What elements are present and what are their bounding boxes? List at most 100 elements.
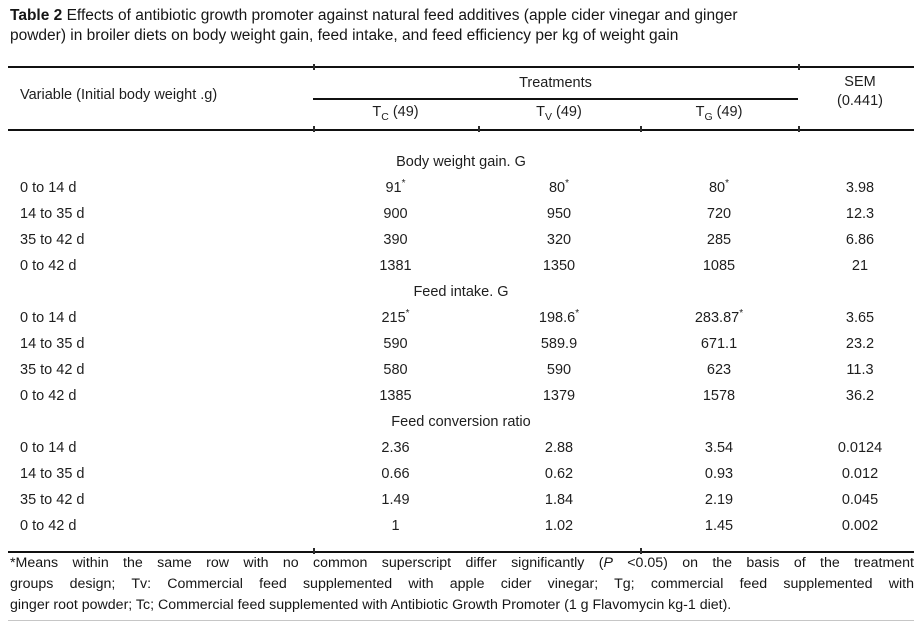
cell-tg: 671.1 <box>640 331 798 357</box>
cell-value: 3.98 <box>845 180 875 196</box>
cell-value: 900 <box>383 206 408 222</box>
cell-value: 0.62 <box>544 466 574 482</box>
cell-sem: 3.98 <box>798 175 922 201</box>
cell-value: 1 <box>391 518 400 534</box>
row-label: 0 to 14 d <box>20 440 77 456</box>
cell-value: 0.045 <box>841 492 879 508</box>
cell-sem: 21 <box>798 253 922 279</box>
significance-superscript: * <box>405 308 410 320</box>
cell-value: 3.54 <box>704 440 734 456</box>
cell-tg: 285 <box>640 227 798 253</box>
treatments-underline-rule <box>313 98 798 100</box>
cell-value: 0.012 <box>841 466 879 482</box>
grid-tick <box>478 126 480 132</box>
tc-base: T <box>372 104 382 120</box>
row-label: 35 to 42 d <box>20 492 85 508</box>
cell-tg: 1085 <box>640 253 798 279</box>
table-row: 0 to 42 d 1 1.02 1.45 0.002 <box>0 513 922 539</box>
cell-value: 80 <box>548 180 566 196</box>
cell-value: 1.02 <box>544 518 574 534</box>
cell-tc: 215* <box>313 305 478 331</box>
cell-tg: 720 <box>640 201 798 227</box>
row-label: 0 to 42 d <box>20 258 77 274</box>
sem-value: (0.441) <box>837 93 883 109</box>
column-group-header-treatments: Treatments <box>519 75 592 91</box>
cell-tv: 198.6* <box>478 305 640 331</box>
cell-value: 11.3 <box>846 362 874 378</box>
header-bottom-rule <box>8 129 914 131</box>
cell-value: 671.1 <box>700 336 738 352</box>
cell-value: 198.6 <box>538 310 576 326</box>
table-row: 0 to 14 d 91* 80* 80* 3.98 <box>0 175 922 201</box>
table-row: 35 to 42 d 1.49 1.84 2.19 0.045 <box>0 487 922 513</box>
cell-tv: 589.9 <box>478 331 640 357</box>
cell-tv: 0.62 <box>478 461 640 487</box>
row-label: 0 to 14 d <box>20 180 77 196</box>
footnote-line-3: ginger root powder; Tc; Commercial feed … <box>10 597 732 613</box>
cell-tv: 1350 <box>478 253 640 279</box>
cell-tc: 2.36 <box>313 435 478 461</box>
cell-value: 1.45 <box>704 518 734 534</box>
table-row: 0 to 42 d 1385 1379 1578 36.2 <box>0 383 922 409</box>
cell-sem: 0.045 <box>798 487 922 513</box>
cell-tc: 1.49 <box>313 487 478 513</box>
section-header-row: Body weight gain. G <box>0 149 922 175</box>
cell-value: 589.9 <box>540 336 578 352</box>
column-header-variable: Variable (Initial body weight .g) <box>20 87 218 103</box>
cell-value: 12.3 <box>845 206 875 222</box>
cell-value: 720 <box>706 206 732 222</box>
table-footnote: *Means within the same row with no commo… <box>10 553 914 616</box>
cell-value: 1379 <box>542 388 576 404</box>
cell-value: 1578 <box>702 388 736 404</box>
cell-value: 1.84 <box>544 492 574 508</box>
column-header-tv: TV (49) <box>478 104 640 123</box>
cell-sem: 0.012 <box>798 461 922 487</box>
cell-value: 80 <box>708 180 726 196</box>
significance-superscript: * <box>401 178 406 190</box>
table-caption-text-1: Effects of antibiotic growth promoter ag… <box>66 7 738 24</box>
significance-superscript: * <box>725 178 730 190</box>
significance-superscript: * <box>739 308 744 320</box>
column-header-tg: TG (49) <box>640 104 798 123</box>
cell-tv: 590 <box>478 357 640 383</box>
column-header-tc: TC (49) <box>313 104 478 123</box>
cell-tc: 900 <box>313 201 478 227</box>
cell-value: 1385 <box>379 388 412 404</box>
cell-value: 2.19 <box>704 492 734 508</box>
cell-sem: 12.3 <box>798 201 922 227</box>
cell-tg: 3.54 <box>640 435 798 461</box>
cell-tc: 590 <box>313 331 478 357</box>
cell-tc: 390 <box>313 227 478 253</box>
cell-value: 320 <box>546 232 572 248</box>
tg-base: T <box>695 104 705 120</box>
section-title: Body weight gain. G <box>396 154 526 170</box>
cell-tg: 283.87* <box>640 305 798 331</box>
sem-label: SEM <box>844 74 876 90</box>
cell-tc: 1 <box>313 513 478 539</box>
tv-subscript: V <box>545 110 553 123</box>
section-title: Feed conversion ratio <box>391 414 531 430</box>
cell-sem: 0.0124 <box>798 435 922 461</box>
cell-sem: 6.86 <box>798 227 922 253</box>
table-row: 14 to 35 d 900 950 720 12.3 <box>0 201 922 227</box>
cell-value: 623 <box>706 362 732 378</box>
grid-tick <box>313 64 315 70</box>
row-label: 0 to 14 d <box>20 310 77 326</box>
cell-value: 0.002 <box>841 518 879 534</box>
cell-value: 390 <box>383 232 408 248</box>
spacer-row <box>0 130 922 149</box>
bottom-faint-rule <box>8 620 914 621</box>
tg-subscript: G <box>704 110 713 123</box>
significance-superscript: * <box>575 308 580 320</box>
grid-tick <box>313 548 315 554</box>
section-title: Feed intake. G <box>413 284 509 300</box>
section-header-row: Feed intake. G <box>0 279 922 305</box>
cell-sem: 36.2 <box>798 383 922 409</box>
cell-value: 2.36 <box>381 440 410 456</box>
table-row: 35 to 42 d 390 320 285 6.86 <box>0 227 922 253</box>
cell-tv: 2.88 <box>478 435 640 461</box>
cell-sem: 0.002 <box>798 513 922 539</box>
table-top-rule <box>8 66 914 68</box>
footnote-top-rule <box>8 551 914 553</box>
